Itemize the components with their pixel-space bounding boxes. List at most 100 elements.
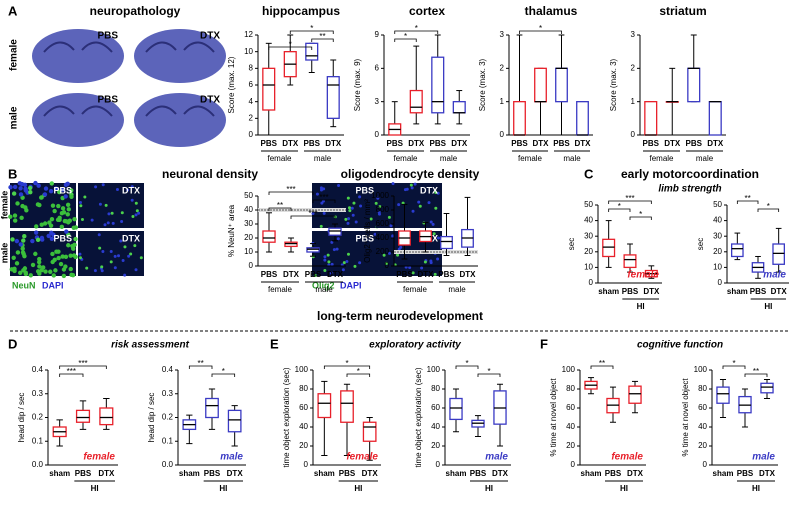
x-tick-label: PBS <box>261 270 278 279</box>
significance-label: ** <box>745 194 751 203</box>
chart-title: hippocampus <box>262 4 340 18</box>
significance-label: * <box>222 367 225 376</box>
micrograph <box>341 268 345 272</box>
significance-bracket <box>346 373 371 377</box>
y-tick-label: 600 <box>376 219 390 228</box>
micrograph <box>376 183 442 228</box>
micrograph <box>50 259 55 265</box>
micrograph <box>60 206 66 211</box>
micrograph <box>134 213 138 217</box>
y-tick-label: 80 <box>566 384 575 393</box>
x-tick-label: sham <box>581 469 602 478</box>
y-axis-label: Olig2⁺ cells / mm² <box>363 199 372 263</box>
significance-label: * <box>487 367 490 376</box>
group-label: female <box>267 154 292 163</box>
micrograph <box>68 266 73 272</box>
box <box>362 421 377 442</box>
y-tick-label: 4 <box>249 97 254 106</box>
micrograph <box>19 215 24 221</box>
micrograph <box>21 268 26 273</box>
micrograph <box>28 273 33 278</box>
significance-bracket <box>519 30 562 34</box>
box <box>431 56 445 114</box>
micrograph <box>344 217 348 221</box>
micrograph <box>71 246 76 251</box>
box <box>772 243 786 265</box>
x-tick-label: PBS <box>643 139 660 148</box>
micrograph <box>323 258 327 262</box>
x-tick-label: sham <box>314 469 335 478</box>
micrograph <box>97 233 101 237</box>
panel-letter: F <box>540 336 548 351</box>
y-tick-label: 100 <box>427 365 441 374</box>
micrograph <box>358 261 362 265</box>
micrograph <box>427 201 431 205</box>
micrograph <box>111 221 115 225</box>
micrograph <box>123 245 127 249</box>
x-tick-label: DTX <box>327 270 344 279</box>
micrograph <box>126 188 130 192</box>
micrograph <box>65 212 70 217</box>
micrograph <box>73 225 79 230</box>
micrograph <box>12 213 18 218</box>
x-tick-label: DTX <box>283 270 300 279</box>
significance-bracket <box>211 373 236 377</box>
y-tick-label: 10 <box>244 247 253 256</box>
micrograph <box>78 183 144 228</box>
significance-label: *** <box>78 359 87 368</box>
row-label: male <box>0 243 9 264</box>
significance-label: ** <box>198 359 204 368</box>
y-tick-label: 2 <box>249 113 254 122</box>
micrograph <box>17 181 22 186</box>
significance-label: ** <box>277 201 283 210</box>
y-tick-label: 80 <box>431 384 440 393</box>
image-label: PBS <box>53 185 72 195</box>
micrograph <box>43 105 113 117</box>
micrograph <box>48 188 54 194</box>
micrograph <box>60 254 65 259</box>
micrograph <box>329 271 333 275</box>
x-tick-label: PBS <box>204 469 221 478</box>
row-label: male <box>9 106 20 129</box>
micrograph <box>61 267 67 272</box>
micrograph <box>51 273 56 278</box>
micrograph <box>69 194 74 199</box>
micrograph <box>347 206 351 210</box>
y-tick-label: 1 <box>631 97 636 106</box>
legend-label: male <box>485 452 508 463</box>
micrograph <box>120 220 124 224</box>
row-label: female <box>9 39 20 71</box>
panel-letter: E <box>270 336 279 351</box>
y-axis-label: head dip / sec <box>17 393 26 443</box>
micrograph <box>119 239 123 243</box>
micrograph <box>323 269 327 273</box>
y-tick-label: 20 <box>431 441 440 450</box>
micrograph <box>85 266 89 270</box>
group-label: female <box>268 285 293 294</box>
micrograph <box>397 203 401 207</box>
micrograph <box>433 272 437 276</box>
micrograph <box>351 213 355 217</box>
significance-bracket <box>608 208 631 212</box>
micrograph <box>57 189 62 195</box>
image-label: DTX <box>420 185 438 195</box>
micrograph <box>322 211 326 215</box>
micrograph <box>52 208 57 214</box>
micrograph <box>330 262 334 266</box>
micrograph <box>80 217 84 221</box>
micrograph <box>106 221 110 225</box>
micrograph <box>396 253 400 257</box>
micrograph <box>20 246 25 251</box>
heading: risk assessment <box>111 340 190 351</box>
micrograph <box>14 238 20 244</box>
micrograph <box>342 261 346 265</box>
heading: exploratory activity <box>369 340 461 351</box>
stain-label: DAPI <box>340 280 362 290</box>
micrograph <box>319 188 323 192</box>
group-label: male <box>440 154 458 163</box>
box <box>534 67 547 103</box>
group-label: HI <box>219 484 227 493</box>
micrograph <box>20 250 26 255</box>
y-tick-label: 0.1 <box>32 436 44 445</box>
box <box>716 386 730 404</box>
